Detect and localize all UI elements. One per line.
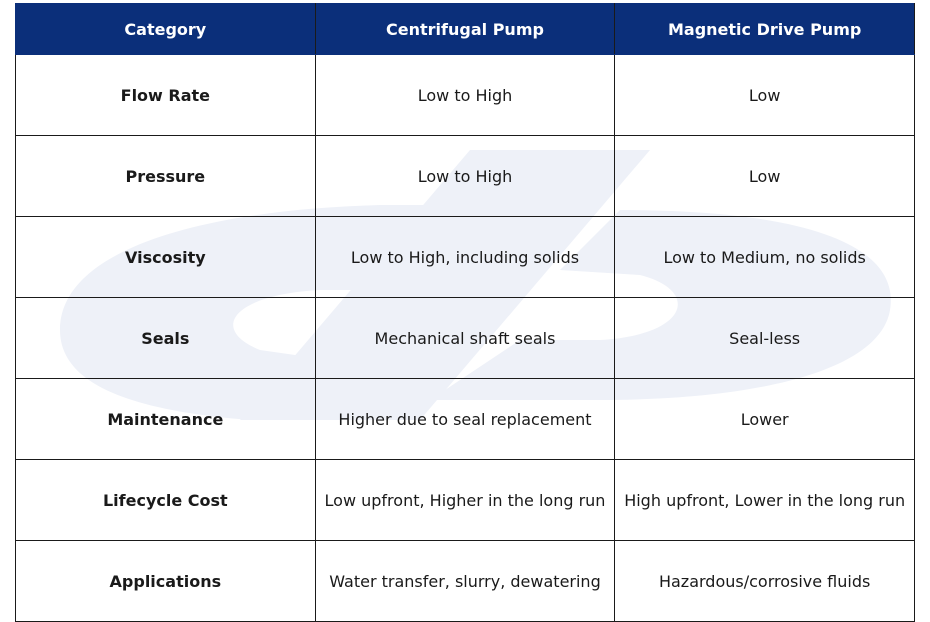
value-cell: Higher due to seal replacement bbox=[314, 378, 616, 460]
value-cell: Hazardous/corrosive fluids bbox=[614, 540, 915, 622]
value-cell: Low to Medium, no solids bbox=[614, 216, 915, 298]
value-cell: Water transfer, slurry, dewatering bbox=[314, 540, 616, 622]
header-cell: Category bbox=[15, 3, 316, 55]
table-row: Maintenance Higher due to seal replacemen… bbox=[15, 378, 915, 460]
value-cell: Seal-less bbox=[614, 297, 915, 379]
category-cell: Viscosity bbox=[15, 216, 316, 298]
table-row: Lifecycle Cost Low upfront, Higher in the… bbox=[15, 459, 915, 541]
header-cell: Magnetic Drive Pump bbox=[614, 3, 915, 55]
category-cell: Seals bbox=[15, 297, 316, 379]
header-cell: Centrifugal Pump bbox=[314, 3, 616, 55]
value-cell: High upfront, Lower in the long run bbox=[614, 459, 915, 541]
value-cell: Lower bbox=[614, 378, 915, 460]
value-cell: Low upfront, Higher in the long run bbox=[314, 459, 616, 541]
category-cell: Lifecycle Cost bbox=[15, 459, 316, 541]
table-row: Applications Water transfer, slurry, dewa… bbox=[15, 540, 915, 622]
table-row: Viscosity Low to High, including solids Lo… bbox=[15, 216, 915, 298]
value-cell: Low to High bbox=[314, 54, 616, 136]
table-row: Seals Mechanical shaft seals Seal-less bbox=[15, 297, 915, 379]
table-row: Flow Rate Low to High Low bbox=[15, 54, 915, 136]
value-cell: Mechanical shaft seals bbox=[314, 297, 616, 379]
value-cell: Low to High, including solids bbox=[314, 216, 616, 298]
category-cell: Flow Rate bbox=[15, 54, 316, 136]
category-cell: Applications bbox=[15, 540, 316, 622]
value-cell: Low bbox=[614, 135, 915, 217]
comparison-table: Category Centrifugal Pump Magnetic Drive P… bbox=[15, 3, 915, 622]
category-cell: Pressure bbox=[15, 135, 316, 217]
header-row: Category Centrifugal Pump Magnetic Drive P… bbox=[15, 3, 915, 55]
category-cell: Maintenance bbox=[15, 378, 316, 460]
table-body: Flow Rate Low to High Low Pressure Low to Hi… bbox=[15, 54, 915, 622]
value-cell: Low to High bbox=[314, 135, 616, 217]
value-cell: Low bbox=[614, 54, 915, 136]
table-row: Pressure Low to High Low bbox=[15, 135, 915, 217]
